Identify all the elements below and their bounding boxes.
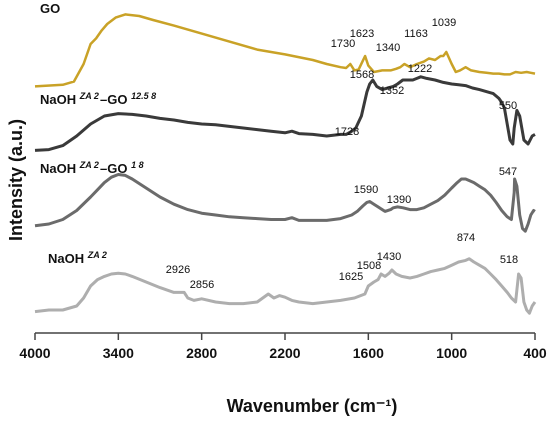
series-name-0: GO bbox=[40, 1, 60, 16]
series-name-2: NaOH ZA 2 –GO 1 8 bbox=[40, 160, 145, 176]
peak-label-2856: 2856 bbox=[190, 279, 214, 291]
peak-label-1728: 1728 bbox=[335, 126, 359, 138]
peak-label-1352: 1352 bbox=[380, 85, 404, 97]
peak-label-1430: 1430 bbox=[377, 251, 401, 263]
series-line-1 bbox=[34, 75, 536, 152]
peak-label-1340: 1340 bbox=[376, 42, 400, 54]
peak-label-1623: 1623 bbox=[350, 28, 374, 40]
peak-label-1163: 1163 bbox=[404, 28, 428, 40]
x-tick-label-3400: 3400 bbox=[103, 345, 134, 361]
x-tick-label-2800: 2800 bbox=[186, 345, 217, 361]
peak-label-518: 518 bbox=[500, 254, 518, 266]
peak-label-1039: 1039 bbox=[432, 17, 456, 29]
y-axis-title: Intensity (a.u.) bbox=[6, 119, 26, 241]
x-tick-label-2200: 2200 bbox=[269, 345, 300, 361]
peak-label-1390: 1390 bbox=[387, 194, 411, 206]
series-name-3: NaOH ZA 2 bbox=[48, 250, 108, 266]
series-line-2 bbox=[34, 173, 536, 233]
peak-label-874: 874 bbox=[457, 232, 475, 244]
series-line-0 bbox=[34, 13, 536, 88]
x-tick-label-400: 400 bbox=[523, 345, 547, 361]
peak-label-1508: 1508 bbox=[357, 260, 381, 272]
peak-label-550: 550 bbox=[499, 100, 517, 112]
label-layer: GO NaOH ZA 2 –GO 12.5 8 NaOH ZA 2 –GO 1 8… bbox=[40, 1, 518, 291]
x-tick-label-1000: 1000 bbox=[436, 345, 467, 361]
peak-label-1625: 1625 bbox=[339, 271, 363, 283]
series-name-1: NaOH ZA 2 –GO 12.5 8 bbox=[40, 91, 157, 107]
peak-label-1222: 1222 bbox=[408, 63, 432, 75]
x-axis-title: Wavenumber (cm⁻¹) bbox=[227, 396, 398, 416]
peak-label-1730: 1730 bbox=[331, 38, 355, 50]
x-tick-label-4000: 4000 bbox=[19, 345, 50, 361]
peak-label-1590: 1590 bbox=[354, 184, 378, 196]
x-tick-label-1600: 1600 bbox=[353, 345, 384, 361]
peak-label-547: 547 bbox=[499, 166, 517, 178]
x-axis: 4000 3400 2800 2200 1600 1000 400 bbox=[19, 332, 547, 361]
series-line-3 bbox=[34, 257, 537, 315]
peak-label-2926: 2926 bbox=[166, 264, 190, 276]
series-layer bbox=[34, 13, 537, 315]
peak-label-1568: 1568 bbox=[350, 69, 374, 81]
